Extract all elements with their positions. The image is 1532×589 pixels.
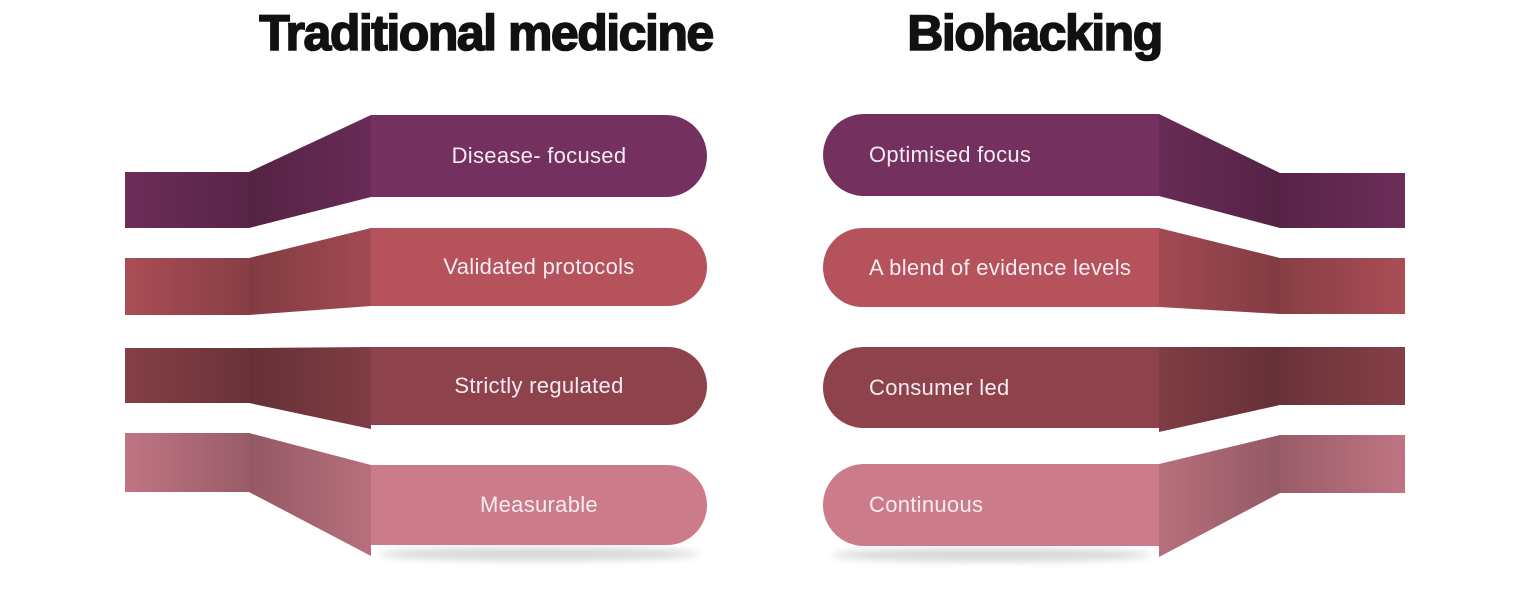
ribbon-left-row4-tail xyxy=(125,433,249,492)
ribbon-right-row2-banner xyxy=(823,228,1159,307)
ribbon-left-row2-banner xyxy=(371,228,707,306)
ribbon-left-row1-tail xyxy=(125,172,249,228)
ribbon-left-row1-banner xyxy=(371,115,707,197)
ribbon-right-row3-tail xyxy=(1280,347,1405,405)
ribbon-left-row4-fold xyxy=(249,433,371,556)
ribbon-right-row3-fold xyxy=(1159,347,1280,432)
ribbon-right-row3-banner xyxy=(823,347,1159,428)
ribbon-left-row1-fold xyxy=(249,115,371,228)
column-title-biohacking: Biohacking xyxy=(906,5,1164,62)
banner-label-strictly-regulated: Strictly regulated xyxy=(454,373,624,398)
banner-label-continuous: Continuous xyxy=(869,492,984,517)
ribbon-left-row4-shadow xyxy=(379,547,699,561)
ribbon-left-row2-fold xyxy=(249,228,371,315)
ribbon-right-row4-banner xyxy=(823,464,1159,546)
ribbon-left-row3-tail xyxy=(125,348,249,403)
ribbon-right-row1-tail xyxy=(1280,173,1405,228)
ribbon-right-row1-fold xyxy=(1159,114,1280,228)
banner-label-optimised-focus: Optimised focus xyxy=(869,142,1032,167)
ribbon-left-row3-fold xyxy=(249,347,371,429)
ribbon-right-row1-banner xyxy=(823,114,1159,196)
ribbon-right-row4-fold xyxy=(1159,435,1280,557)
ribbon-left-row3-banner xyxy=(371,347,707,425)
banner-label-disease-focused: Disease- focused xyxy=(451,143,627,168)
ribbon-right-row2-tail xyxy=(1280,258,1405,314)
banner-label-validated-protocols: Validated protocols xyxy=(443,254,635,279)
banner-label-measurable: Measurable xyxy=(480,492,598,517)
column-title-traditional-medicine: Traditional medicine xyxy=(258,5,715,62)
ribbon-left-row2-tail xyxy=(125,258,249,315)
ribbon-left-row4-banner xyxy=(371,465,707,545)
ribbon-right-row4-shadow xyxy=(831,548,1151,562)
ribbon-right-row2-fold xyxy=(1159,228,1280,314)
ribbon-right-row4-tail xyxy=(1280,435,1405,493)
banner-label-consumer-led: Consumer led xyxy=(869,374,1010,400)
banner-label-blend-of-evidence-levels: A blend of evidence levels xyxy=(869,254,1132,280)
